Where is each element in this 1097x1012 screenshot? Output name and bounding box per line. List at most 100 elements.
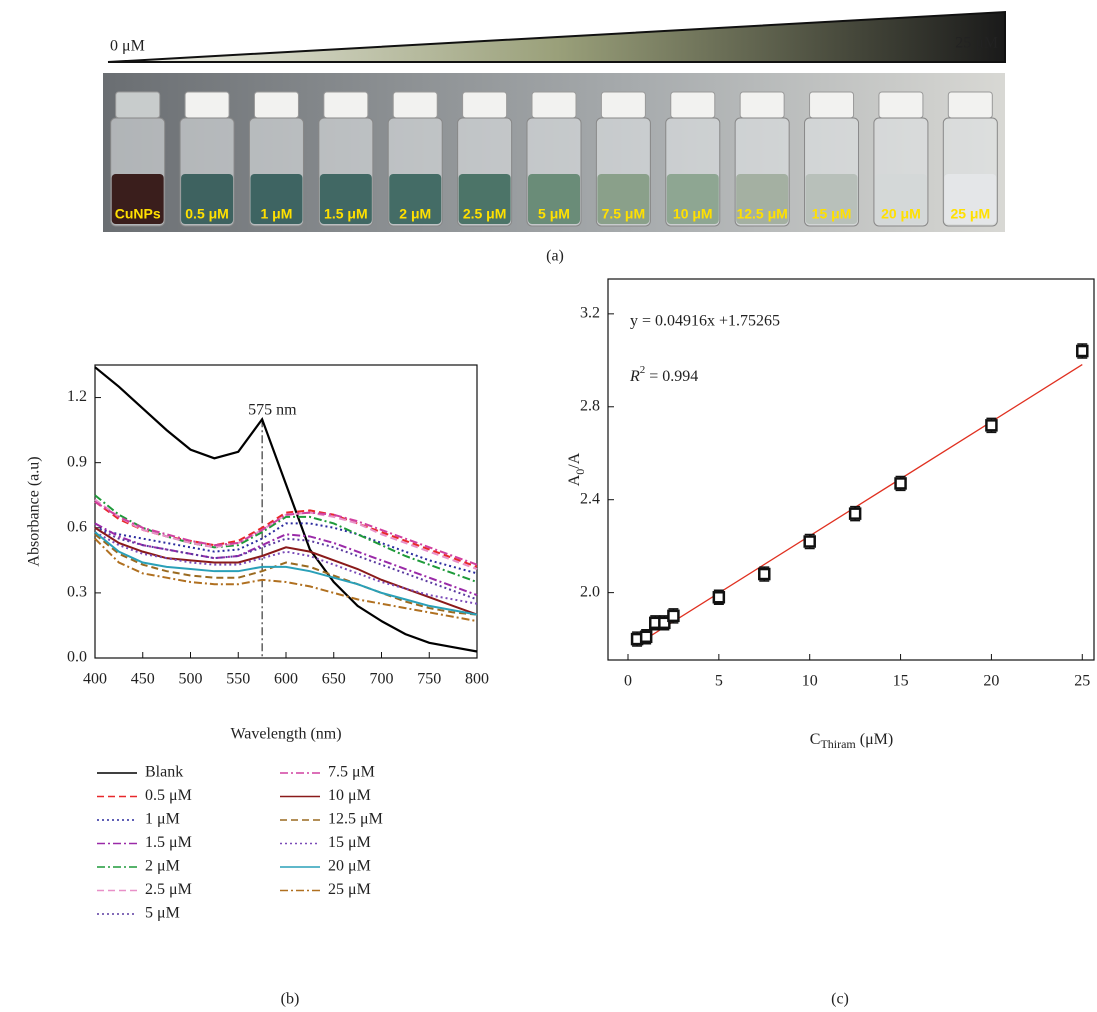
vial-cap <box>253 91 299 119</box>
x-tick-label: 400 <box>83 671 107 688</box>
start-label: 0 μM <box>110 38 145 55</box>
legend-label: Blank <box>145 764 183 781</box>
vial-cap <box>739 91 785 119</box>
vial-liquid <box>389 174 442 224</box>
x-tick-label: 800 <box>465 671 489 688</box>
panel-label: (b) <box>281 991 300 1008</box>
y-tick-label: 0.3 <box>67 584 87 601</box>
data-point <box>758 567 771 581</box>
equation: y = 0.04916x +1.75265 <box>630 313 780 330</box>
series-line <box>94 526 478 601</box>
x-axis-title: CThiram (μM) <box>810 731 893 751</box>
vial-liquid <box>250 174 303 224</box>
legend-label: 2 μM <box>145 858 180 875</box>
plot-frame <box>607 278 1095 661</box>
series-line <box>94 500 478 566</box>
vial-liquid <box>319 174 372 224</box>
vial-label: 2 μM <box>399 206 431 222</box>
series-line <box>94 500 478 568</box>
vial-label: 20 μM <box>881 206 921 222</box>
r-squared: R2 = 0.994 <box>629 364 698 385</box>
y-tick-label: 3.2 <box>580 305 600 322</box>
y-title-rest: /A <box>566 452 583 468</box>
series-line <box>94 526 478 616</box>
vial-cap <box>392 91 438 119</box>
x-tick-label: 650 <box>322 671 346 688</box>
vial-label: 5 μM <box>538 206 570 222</box>
series-line <box>94 531 478 616</box>
vial-cap <box>947 91 993 119</box>
vial-liquid <box>736 174 789 224</box>
legend-label: 7.5 μM <box>328 764 375 781</box>
vial-label: 1 μM <box>261 206 293 222</box>
legend-label: 1.5 μM <box>145 834 192 851</box>
vial-liquid <box>181 174 234 224</box>
vial-liquid <box>666 174 719 224</box>
legend-label: 0.5 μM <box>145 787 192 804</box>
y-tick-label: 0.0 <box>67 649 87 666</box>
vial-label: 7.5 μM <box>602 206 646 222</box>
r2-rest: = 0.994 <box>645 368 698 385</box>
annotation: 575 nm <box>248 402 297 419</box>
x-tick-label: 500 <box>179 671 203 688</box>
fit-line <box>636 364 1083 645</box>
vial-cap <box>323 91 369 119</box>
vial-label: 12.5 μM <box>736 206 787 222</box>
series-line <box>94 531 478 605</box>
r2-main: R <box>629 368 640 385</box>
y-axis-title: A0/A <box>566 452 587 486</box>
vial-label: 10 μM <box>673 206 713 222</box>
vial-label: 1.5 μM <box>324 206 368 222</box>
data-point <box>1076 344 1089 358</box>
vial-label: 2.5 μM <box>463 206 507 222</box>
vial-liquid <box>944 174 997 224</box>
vial-liquid <box>111 174 164 224</box>
legend-label: 2.5 μM <box>145 881 192 898</box>
data-point <box>712 591 726 604</box>
legend-label: 12.5 μM <box>328 811 383 828</box>
vial-label: 15 μM <box>812 206 852 222</box>
series-line <box>94 537 478 623</box>
series-line <box>94 522 478 596</box>
vial-liquid <box>597 174 650 224</box>
r2-sup: 2 <box>640 364 646 376</box>
y-tick-label: 2.0 <box>580 583 600 600</box>
x-title-sub: Thiram <box>820 737 856 751</box>
gradient-wedge <box>107 10 1006 63</box>
x-tick-label: 0 <box>624 673 632 690</box>
y-tick-label: 1.2 <box>67 388 87 405</box>
vial-cap <box>600 91 646 119</box>
x-title-main: C <box>810 731 821 748</box>
vial-cap <box>809 91 855 119</box>
data-point <box>803 535 816 548</box>
legend-label: 15 μM <box>328 834 371 851</box>
vial-label: 0.5 μM <box>185 206 229 222</box>
data-point <box>848 507 862 520</box>
x-axis-title: Wavelength (nm) <box>230 726 341 743</box>
data-point <box>985 419 998 432</box>
x-tick-label: 5 <box>715 673 723 690</box>
legend-label: 5 μM <box>145 905 180 922</box>
x-tick-label: 450 <box>131 671 155 688</box>
data-point <box>667 609 680 623</box>
y-tick-label: 0.6 <box>67 518 87 535</box>
x-tick-label: 600 <box>274 671 298 688</box>
legend-label: 10 μM <box>328 787 371 804</box>
vial-cap <box>670 91 716 119</box>
vial-label: 25 μM <box>950 206 990 222</box>
legend-label: 25 μM <box>328 881 371 898</box>
vial-label: CuNPs <box>115 206 161 222</box>
series-line <box>94 522 478 575</box>
x-tick-label: 10 <box>802 673 818 690</box>
vial-cap <box>184 91 230 119</box>
y-tick-label: 0.9 <box>67 453 87 470</box>
series-line <box>94 533 478 616</box>
vial-cap <box>531 91 577 119</box>
x-tick-label: 750 <box>417 671 441 688</box>
panel-label: (a) <box>546 248 564 265</box>
end-label: 25 μM <box>955 35 998 52</box>
x-tick-label: 25 <box>1074 673 1090 690</box>
y-tick-label: 2.4 <box>580 490 600 507</box>
vial-liquid <box>805 174 858 224</box>
